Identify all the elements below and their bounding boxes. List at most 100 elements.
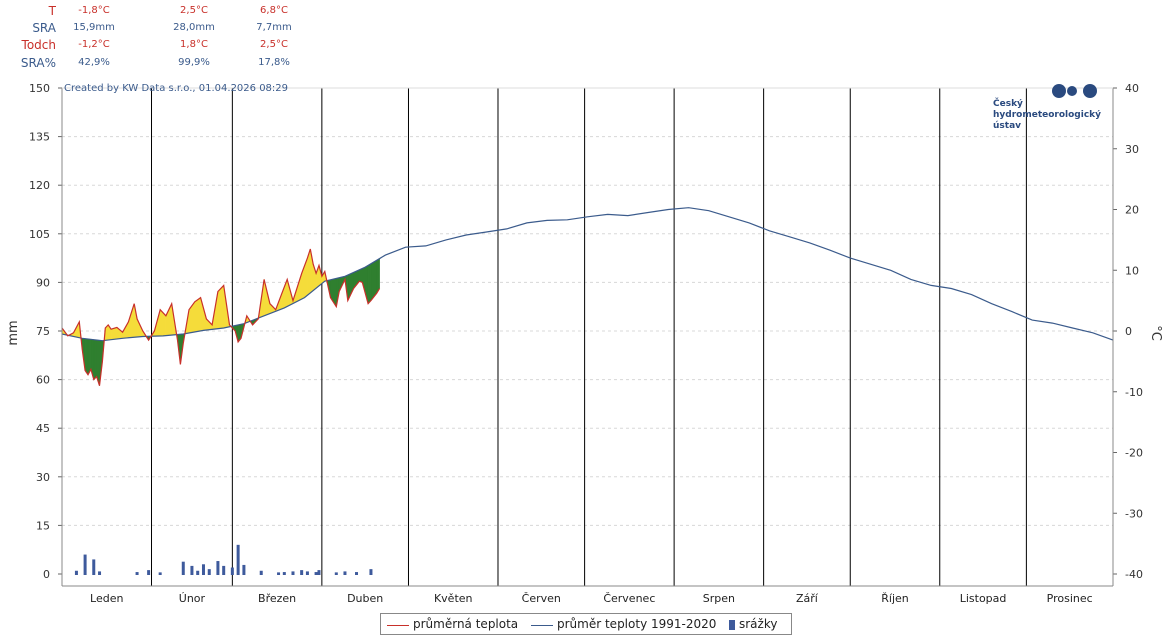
month-label: Červenec [603, 592, 655, 605]
stats-value: 2,5°C [180, 5, 208, 16]
anomaly-segment [217, 284, 224, 329]
month-label: Srpen [703, 592, 735, 605]
logo-mark-1 [1052, 84, 1066, 98]
precip-bar [343, 571, 347, 575]
precip-bar [158, 572, 162, 575]
chart-credit: Created by KW Data s.r.o., 01.04.2026 08… [64, 83, 288, 94]
y-right-tick-label: 0 [1125, 325, 1132, 338]
axes: 0 15 30 45 60 75 90 105 120 135 150 -40 -30 -20 -10 0 10… [29, 82, 1143, 605]
precip-bar [242, 564, 246, 575]
legend-swatch-precip [729, 620, 735, 630]
precip-bar [201, 564, 205, 575]
y-right-tick-label: -30 [1125, 507, 1143, 520]
month-label: Prosinec [1047, 592, 1093, 605]
month-label: Květen [434, 592, 473, 605]
y-left-tick-label: 120 [29, 179, 50, 192]
stats-label: T [48, 4, 56, 18]
precip-bar [300, 570, 304, 575]
y-right-tick-label: 30 [1125, 143, 1139, 156]
y-left-tick-label: 150 [29, 82, 50, 95]
stats-value: 6,8°C [260, 5, 288, 16]
month-label: Říjen [881, 592, 909, 605]
y-left-tick-label: 75 [36, 325, 50, 338]
month-label: Září [796, 592, 819, 605]
month-label: Leden [90, 592, 123, 605]
grid [62, 87, 1113, 586]
stats-row: SRA 15,9mm 28,0mm 7,7mm [0, 21, 360, 37]
month-label: Duben [347, 592, 383, 605]
stats-value: 1,8°C [180, 39, 208, 50]
precip-bar [181, 561, 185, 575]
temperature-lines [61, 207, 1114, 386]
y-left-tick-label: 15 [36, 519, 50, 532]
y-left-tick-label: 45 [36, 422, 50, 435]
precip-bar [92, 559, 96, 575]
stats-value: 7,7mm [256, 22, 292, 33]
logo-mark-3 [1083, 84, 1097, 98]
stats-value: 99,9% [178, 57, 210, 68]
stats-label: SRA [32, 21, 56, 35]
y-left-tick-label: 60 [36, 374, 50, 387]
y-right-tick-label: 20 [1125, 204, 1139, 217]
stats-value: 15,9mm [73, 22, 115, 33]
month-label: Březen [258, 592, 296, 605]
precip-bar [216, 561, 220, 575]
legend-label-precip: srážky [739, 617, 778, 631]
precip-bar [222, 565, 226, 575]
precip-bar [196, 570, 200, 575]
precip-bar [190, 565, 194, 575]
precip-bar [98, 571, 102, 575]
precip-bar [291, 571, 295, 575]
precip-bar [317, 570, 321, 575]
chmi-logo: Český hydrometeorologický ústav [993, 84, 1101, 131]
stats-value: 28,0mm [173, 22, 215, 33]
stats-row: Todch -1,2°C 1,8°C 2,5°C [0, 38, 360, 54]
precip-bar [74, 570, 78, 575]
precip-bar [355, 572, 359, 575]
climate-chart: 0 15 30 45 60 75 90 105 120 135 150 -40 -30 -20 -10 0 10… [6, 82, 1163, 605]
actual-temperature-line [61, 248, 381, 386]
stats-value: 17,8% [258, 57, 290, 68]
stats-value: 2,5°C [260, 39, 288, 50]
y-left-tick-label: 30 [36, 471, 50, 484]
stats-value: -1,8°C [78, 5, 110, 16]
y-left-tick-label: 90 [36, 276, 50, 289]
precip-bar [369, 569, 373, 575]
anomaly-segment [194, 297, 201, 333]
y-left-tick-label: 135 [29, 131, 50, 144]
stats-row: T -1,8°C 2,5°C 6,8°C [0, 4, 360, 20]
y-right-tick-label: -40 [1125, 568, 1143, 581]
precip-bar [259, 570, 263, 575]
anomaly-segment [93, 339, 97, 381]
y-right-tick-label: -20 [1125, 447, 1143, 460]
logo-text-line-2: hydrometeorologický [993, 110, 1101, 120]
month-label: Listopad [960, 592, 1007, 605]
month-label: Únor [179, 592, 206, 605]
logo-text-line-1: Český [993, 97, 1023, 109]
y-left-tick-label: 105 [29, 228, 50, 241]
plot-background [62, 88, 1113, 586]
y-right-tick-label: -10 [1125, 386, 1143, 399]
precip-bar [207, 569, 211, 575]
precip-bar [83, 554, 87, 575]
precip-bar [147, 570, 151, 575]
logo-mark-2 [1067, 86, 1077, 96]
precipitation-bars [74, 544, 373, 575]
stats-label: Todch [21, 38, 56, 52]
logo-text-line-3: ústav [993, 121, 1021, 131]
anomaly-segment [367, 263, 372, 305]
precip-bar [314, 572, 318, 575]
stats-table: T -1,8°C 2,5°C 6,8°C SRA 15,9mm 28,0mm 7,7mm Tod… [0, 0, 360, 80]
precip-bar [305, 571, 309, 575]
legend-swatch-actual [387, 625, 409, 626]
y-right-tick-label: 10 [1125, 264, 1139, 277]
precip-bar [230, 567, 234, 575]
legend-label-normal: průměr teploty 1991-2020 [557, 617, 717, 631]
y-left-tick-label: 0 [43, 568, 50, 581]
y-right-tick-label: 40 [1125, 82, 1139, 95]
stats-value: 42,9% [78, 57, 110, 68]
legend-label-actual: průměrná teplota [413, 617, 519, 631]
precip-bar [277, 572, 281, 575]
y-axis-label-left: mm [6, 320, 21, 345]
legend: průměrná teplota průměr teploty 1991-202… [380, 613, 792, 635]
